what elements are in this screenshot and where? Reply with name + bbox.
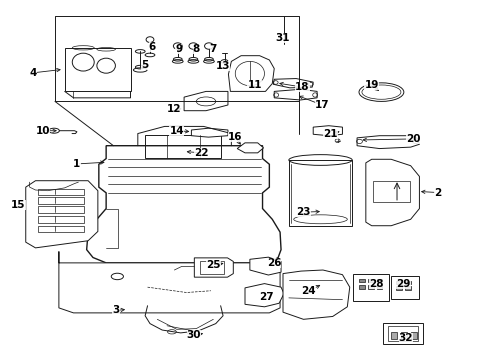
Bar	[388, 327, 418, 342]
Text: 30: 30	[187, 330, 201, 341]
Bar	[411, 332, 416, 339]
Text: 5: 5	[142, 60, 149, 70]
Bar	[391, 332, 397, 339]
Text: 25: 25	[206, 260, 220, 270]
Polygon shape	[313, 126, 343, 136]
Bar	[359, 285, 365, 289]
Bar	[38, 206, 84, 213]
Text: 17: 17	[315, 100, 329, 110]
Text: 22: 22	[194, 148, 208, 158]
Polygon shape	[87, 146, 281, 263]
Text: 9: 9	[175, 44, 182, 54]
Text: 16: 16	[228, 132, 243, 142]
Bar	[391, 276, 419, 298]
Bar	[353, 274, 389, 301]
Bar	[396, 281, 402, 284]
Bar	[38, 226, 84, 232]
Text: 18: 18	[295, 82, 310, 92]
Polygon shape	[366, 159, 419, 226]
Text: 29: 29	[396, 279, 411, 289]
Bar	[38, 216, 84, 223]
Bar	[359, 279, 365, 282]
Polygon shape	[237, 143, 264, 153]
Text: 28: 28	[369, 279, 384, 289]
Text: 7: 7	[210, 44, 217, 54]
Bar	[373, 181, 410, 202]
Text: 14: 14	[170, 126, 184, 136]
Text: 13: 13	[216, 61, 230, 71]
Bar	[38, 189, 84, 195]
Text: 27: 27	[260, 292, 274, 302]
Text: 20: 20	[406, 134, 420, 144]
Text: 32: 32	[398, 333, 413, 343]
Text: 12: 12	[167, 104, 182, 114]
Polygon shape	[273, 78, 313, 88]
Text: 23: 23	[296, 207, 311, 217]
Text: 21: 21	[323, 129, 338, 139]
Text: 1: 1	[74, 159, 80, 169]
Text: 31: 31	[276, 33, 290, 43]
Text: 4: 4	[29, 68, 37, 78]
Bar	[38, 197, 84, 203]
Polygon shape	[192, 128, 228, 137]
Polygon shape	[245, 284, 284, 307]
Text: 19: 19	[365, 80, 379, 90]
Bar	[368, 279, 374, 282]
Text: 3: 3	[112, 305, 120, 315]
Bar	[383, 323, 423, 344]
Bar	[376, 279, 382, 282]
Text: 26: 26	[267, 258, 281, 268]
Text: 24: 24	[301, 287, 316, 296]
Polygon shape	[59, 251, 280, 313]
Polygon shape	[283, 270, 350, 319]
Bar	[200, 261, 223, 274]
Bar	[368, 285, 374, 289]
Bar	[145, 135, 220, 158]
Polygon shape	[289, 160, 352, 226]
Bar	[396, 287, 402, 290]
Bar	[401, 332, 407, 339]
Polygon shape	[195, 258, 233, 277]
Polygon shape	[357, 136, 419, 149]
Polygon shape	[65, 48, 130, 91]
Polygon shape	[274, 89, 317, 100]
Text: 8: 8	[193, 44, 200, 54]
Text: 2: 2	[434, 188, 441, 198]
Bar	[405, 281, 411, 284]
Text: 6: 6	[149, 42, 156, 52]
Text: 10: 10	[36, 126, 50, 136]
Text: 15: 15	[11, 200, 25, 210]
Polygon shape	[184, 91, 228, 111]
Polygon shape	[26, 181, 98, 248]
Bar	[405, 287, 411, 290]
Polygon shape	[250, 257, 281, 275]
Text: 11: 11	[247, 80, 262, 90]
Polygon shape	[228, 56, 274, 91]
Bar	[376, 285, 382, 289]
